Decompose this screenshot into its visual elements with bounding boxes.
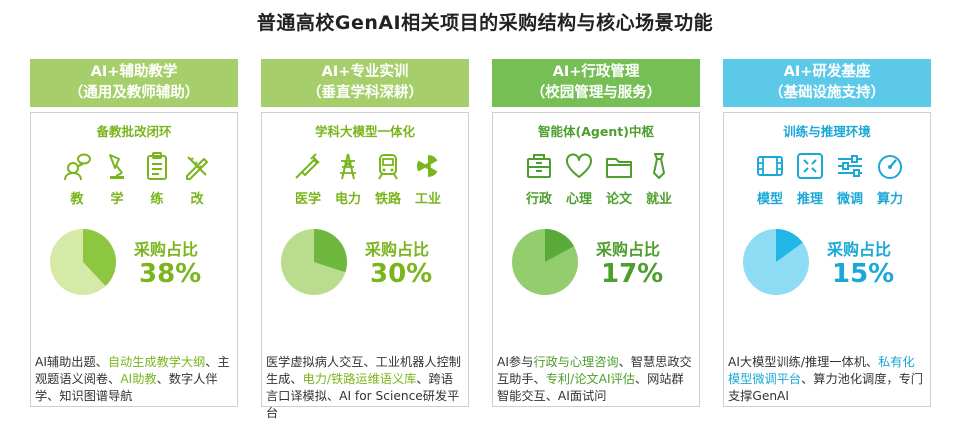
scenario-subtitle: 备教批改闭环	[96, 124, 172, 139]
heart-icon	[564, 151, 594, 181]
icon-label: 学	[110, 192, 124, 207]
icon-label: 电力	[334, 192, 361, 207]
icon-label: 推理	[796, 192, 823, 207]
category-title: AI+专业实训	[321, 64, 409, 80]
scenario-subtitle: 智能体(Agent)中枢	[538, 124, 654, 139]
icon-label: 就业	[645, 192, 672, 207]
highlighted-text: 私有化模型微调平台	[728, 355, 915, 386]
icon-label: 改	[190, 192, 204, 207]
description-text: 、算力池化调度，专门支撑GenAI	[728, 372, 923, 403]
category-subtitle: （校园管理与服务）	[530, 85, 662, 101]
procurement-share: 38%	[139, 259, 202, 289]
category-card: 学科大模型一体化医学 电力 铁路 工业采购占比 30% 医学虚拟病人交互、工业机器人控制生…	[261, 112, 469, 420]
category-header: AI+专业实训 （垂直学科深耕）	[261, 59, 469, 107]
user-chat-icon	[62, 151, 92, 181]
icon-label: 心理	[565, 192, 592, 207]
description-text: 医学虚拟病人交互、工业机器人控制生成、	[266, 355, 461, 386]
scenario-description: AI参与行政与心理咨询、智慧思政交互助手、专利/论文AI评估、网站群智能交互、A…	[497, 354, 695, 405]
power-tower-icon	[333, 151, 363, 181]
icon-label: 工业	[414, 192, 441, 207]
clipboard-icon	[142, 151, 172, 181]
category-column: AI+专业实训 （垂直学科深耕） 学科大模型一体化医学 电力 铁路 工业采购占比 30% 医学…	[261, 59, 469, 420]
cabinet-icon	[524, 151, 554, 181]
scenario-subtitle: 学科大模型一体化	[314, 124, 415, 139]
scenario-description: AI辅助出题、自动生成教学大纲、主观题语义阅卷、AI助教、数字人伴学、知识图谱导…	[35, 354, 233, 405]
share-pie-chart	[281, 229, 347, 295]
procurement-label: 采购占比	[365, 240, 430, 259]
category-subtitle: （通用及教师辅助）	[68, 85, 200, 101]
lamp-icon	[102, 151, 132, 181]
tie-icon	[644, 151, 674, 181]
highlighted-text: 专利/论文AI评估	[545, 372, 635, 386]
description-text: AI辅助出题、	[35, 355, 108, 369]
page-title: 普通高校GenAI相关项目的采购结构与核心场景功能	[256, 12, 714, 34]
pencil-ruler-icon	[182, 151, 212, 181]
category-title: AI+行政管理	[552, 64, 640, 80]
category-title: AI+研发基座	[783, 64, 871, 80]
folder-icon	[604, 151, 634, 181]
pie-share-slice	[545, 229, 574, 262]
procurement-label: 采购占比	[827, 240, 892, 259]
description-text: 、主观题语义阅卷、	[35, 355, 230, 386]
category-header: AI+辅助教学 （通用及教师辅助）	[30, 59, 238, 107]
category-card: 备教批改闭环教 学 练 改采购占比 38% AI辅助出题、自动生成教学大纲、主观题语义阅卷…	[30, 112, 238, 407]
icon-label: 论文	[605, 192, 632, 207]
category-card: 智能体(Agent)中枢行政 心理 论文 就业采购占比 17% AI参与行政与心理咨询、智…	[492, 112, 700, 407]
category-header: AI+行政管理 （校园管理与服务）	[492, 59, 700, 107]
highlighted-text: 自动生成教学大纲	[107, 355, 206, 369]
procurement-label: 采购占比	[596, 240, 661, 259]
icon-label: 行政	[525, 192, 552, 207]
gauge-icon	[875, 151, 905, 181]
procurement-label: 采购占比	[134, 240, 199, 259]
scenario-subtitle: 训练与推理环境	[783, 124, 871, 139]
pie-share-slice	[314, 229, 347, 273]
sliders-icon	[835, 151, 865, 181]
category-header: AI+研发基座 （基础设施支持）	[723, 59, 931, 107]
icon-label: 微调	[836, 192, 863, 207]
share-pie-chart	[743, 229, 809, 295]
film-model-icon	[755, 151, 785, 181]
icon-label: 模型	[756, 192, 783, 207]
icon-label: 练	[150, 192, 164, 207]
description-text: 、网站群智能交互、AI面试问	[497, 372, 684, 403]
category-card: 训练与推理环境模型 推理 微调 算力采购占比 15% AI大模型训练/推理一体机、私有化模…	[723, 112, 931, 407]
icon-label: 医学	[294, 192, 321, 207]
description-text: AI大模型训练/推理一体机、	[728, 355, 879, 369]
procurement-share: 15%	[832, 259, 895, 289]
syringe-icon	[293, 151, 323, 181]
icon-label: 铁路	[374, 192, 401, 207]
highlighted-text: AI助教	[120, 372, 157, 386]
category-subtitle: （基础设施支持）	[769, 85, 885, 101]
pie-share-slice	[83, 229, 117, 287]
icon-label: 算力	[876, 192, 903, 207]
highlighted-text: 行政与心理咨询	[533, 355, 619, 369]
share-pie-chart	[512, 229, 578, 295]
description-text: 、跨语言口译模拟、AI for Science研发平台	[266, 372, 460, 420]
highlighted-text: 电力/铁路运维语义库	[302, 372, 417, 386]
category-column: AI+行政管理 （校园管理与服务） 智能体(Agent)中枢行政 心理 论文 就业采购占比…	[492, 59, 700, 407]
scenario-description: AI大模型训练/推理一体机、私有化模型微调平台、算力池化调度，专门支撑GenAI	[728, 354, 926, 405]
description-text: 、数字人伴学、知识图谱导航	[35, 372, 218, 403]
train-icon	[373, 151, 403, 181]
procurement-share: 17%	[601, 259, 664, 289]
radiation-icon	[413, 151, 443, 181]
procurement-share: 30%	[370, 259, 433, 289]
category-title: AI+辅助教学	[90, 64, 178, 80]
category-column: AI+研发基座 （基础设施支持） 训练与推理环境模型 推理 微调 算力采购占比 15% AI大…	[723, 59, 931, 407]
scenario-description: 医学虚拟病人交互、工业机器人控制生成、电力/铁路运维语义库、跨语言口译模拟、AI…	[266, 354, 464, 422]
description-text: 、智慧思政交互助手、	[497, 355, 692, 386]
share-pie-chart	[50, 229, 117, 295]
pie-share-slice	[776, 229, 803, 262]
inference-grid-icon	[795, 151, 825, 181]
category-subtitle: （垂直学科深耕）	[307, 85, 423, 101]
icon-label: 教	[70, 192, 84, 207]
category-column: AI+辅助教学 （通用及教师辅助） 备教批改闭环教 学 练 改采购占比 38% AI辅助出题、…	[30, 59, 238, 407]
description-text: AI参与	[497, 355, 534, 369]
